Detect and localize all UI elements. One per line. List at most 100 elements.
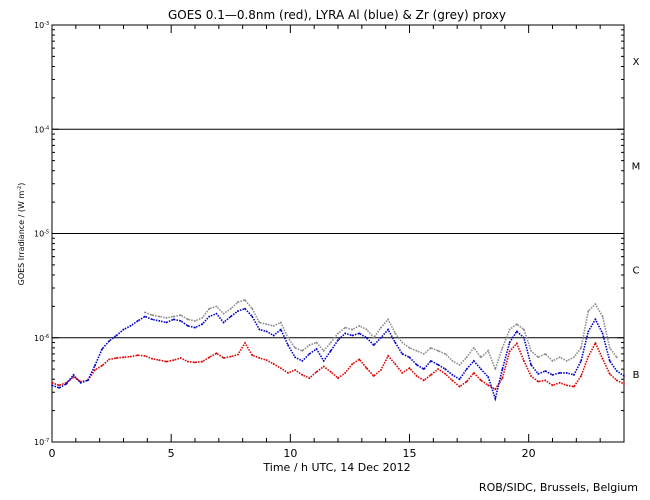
series-point-2	[194, 320, 196, 322]
series-point-1	[265, 330, 268, 333]
series-point-2	[322, 349, 325, 352]
series-point-1	[151, 318, 154, 321]
series-point-2	[480, 356, 482, 359]
series-point-1	[237, 310, 239, 312]
series-point-0	[301, 374, 304, 376]
series-point-0	[487, 384, 490, 387]
series-point-1	[422, 368, 425, 370]
series-point-0	[365, 367, 368, 370]
series-point-0	[187, 360, 189, 363]
series-point-1	[401, 353, 404, 355]
series-point-1	[508, 341, 511, 344]
series-point-2	[501, 347, 504, 349]
series-point-1	[351, 334, 354, 337]
series-point-2	[587, 310, 590, 312]
y-tick-label: 10-7	[34, 438, 49, 447]
series-point-1	[344, 332, 347, 335]
series-point-0	[329, 371, 332, 373]
series-point-1	[58, 387, 60, 389]
x-tick-label: 20	[522, 447, 536, 460]
series-point-2	[408, 347, 411, 349]
series-point-0	[229, 355, 232, 358]
series-point-0	[51, 381, 53, 384]
series-point-2	[229, 307, 232, 310]
series-point-1	[65, 383, 68, 385]
series-point-0	[430, 374, 432, 376]
series-point-1	[494, 397, 497, 400]
series-point-1	[101, 348, 103, 350]
series-point-1	[573, 374, 575, 376]
series-point-0	[115, 357, 118, 359]
series-point-0	[444, 373, 447, 375]
series-point-0	[337, 377, 339, 379]
series-point-0	[101, 364, 103, 367]
series-point-2	[187, 318, 189, 321]
series-point-1	[372, 344, 375, 346]
series-point-1	[544, 370, 547, 372]
series-point-0	[322, 365, 325, 368]
series-point-2	[344, 326, 347, 329]
series-point-1	[108, 340, 111, 342]
series-point-1	[337, 339, 339, 341]
series-point-0	[558, 381, 561, 384]
series-point-0	[601, 357, 604, 360]
series-point-0	[515, 342, 518, 345]
series-point-2	[608, 347, 611, 349]
series-point-1	[287, 344, 289, 346]
series-point-2	[208, 307, 211, 310]
series-point-1	[580, 360, 582, 362]
series-point-1	[515, 330, 518, 333]
series-point-0	[387, 355, 389, 357]
series-point-0	[208, 356, 211, 359]
series-point-2	[422, 353, 425, 355]
series-point-1	[601, 332, 604, 335]
series-point-1	[222, 321, 225, 324]
series-point-2	[294, 347, 296, 349]
series-point-1	[94, 364, 96, 367]
series-point-2	[387, 318, 389, 321]
series-point-0	[151, 357, 154, 360]
series-point-1	[194, 326, 196, 329]
series-point-0	[458, 385, 461, 388]
series-point-2	[358, 325, 361, 327]
series-point-2	[580, 347, 582, 349]
x-tick-label: 10	[283, 447, 297, 460]
series-point-2	[337, 332, 339, 335]
series-point-0	[72, 376, 75, 378]
series-point-0	[594, 342, 597, 344]
y-tick-label: 10-3	[34, 21, 49, 30]
series-point-2	[251, 307, 254, 310]
series-point-1	[72, 374, 75, 376]
series-point-0	[394, 363, 397, 365]
flare-class-label: X	[633, 57, 640, 68]
series-point-1	[437, 363, 439, 366]
series-point-0	[437, 368, 439, 370]
series-point-2	[537, 356, 540, 359]
series-point-0	[194, 361, 196, 364]
series-point-2	[530, 349, 532, 352]
series-point-2	[279, 321, 282, 324]
series-point-0	[144, 355, 146, 357]
series-point-2	[172, 315, 175, 318]
series-point-2	[308, 344, 311, 346]
series-point-0	[108, 358, 111, 361]
series-point-0	[508, 350, 511, 353]
series-point-0	[58, 384, 60, 387]
series-point-2	[465, 356, 468, 359]
flare-class-label: B	[633, 370, 640, 381]
series-point-1	[244, 307, 246, 310]
series-point-1	[358, 332, 361, 335]
series-point-1	[301, 360, 304, 362]
series-point-1	[144, 315, 146, 318]
series-point-1	[272, 334, 275, 337]
series-point-1	[201, 323, 204, 326]
x-tick-label: 0	[49, 447, 56, 460]
series-point-0	[237, 353, 239, 356]
series-point-1	[165, 321, 168, 324]
series-point-0	[122, 356, 125, 359]
series-point-0	[315, 371, 318, 373]
series-point-0	[272, 363, 275, 365]
series-point-2	[544, 353, 547, 355]
series-point-0	[165, 360, 168, 363]
series-point-0	[129, 355, 132, 358]
